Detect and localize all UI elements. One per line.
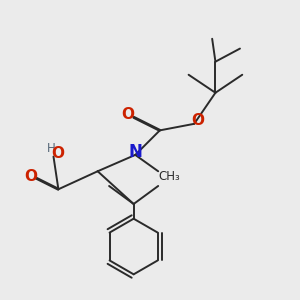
Text: H: H (46, 142, 55, 155)
Text: O: O (51, 146, 64, 161)
Text: O: O (24, 169, 37, 184)
Text: O: O (192, 113, 205, 128)
Text: N: N (129, 143, 143, 161)
Text: CH₃: CH₃ (159, 170, 181, 183)
Text: O: O (121, 107, 134, 122)
